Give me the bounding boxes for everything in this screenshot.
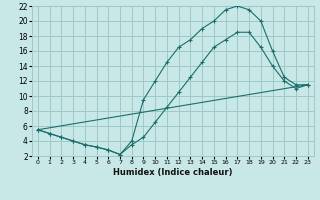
X-axis label: Humidex (Indice chaleur): Humidex (Indice chaleur) [113, 168, 233, 177]
